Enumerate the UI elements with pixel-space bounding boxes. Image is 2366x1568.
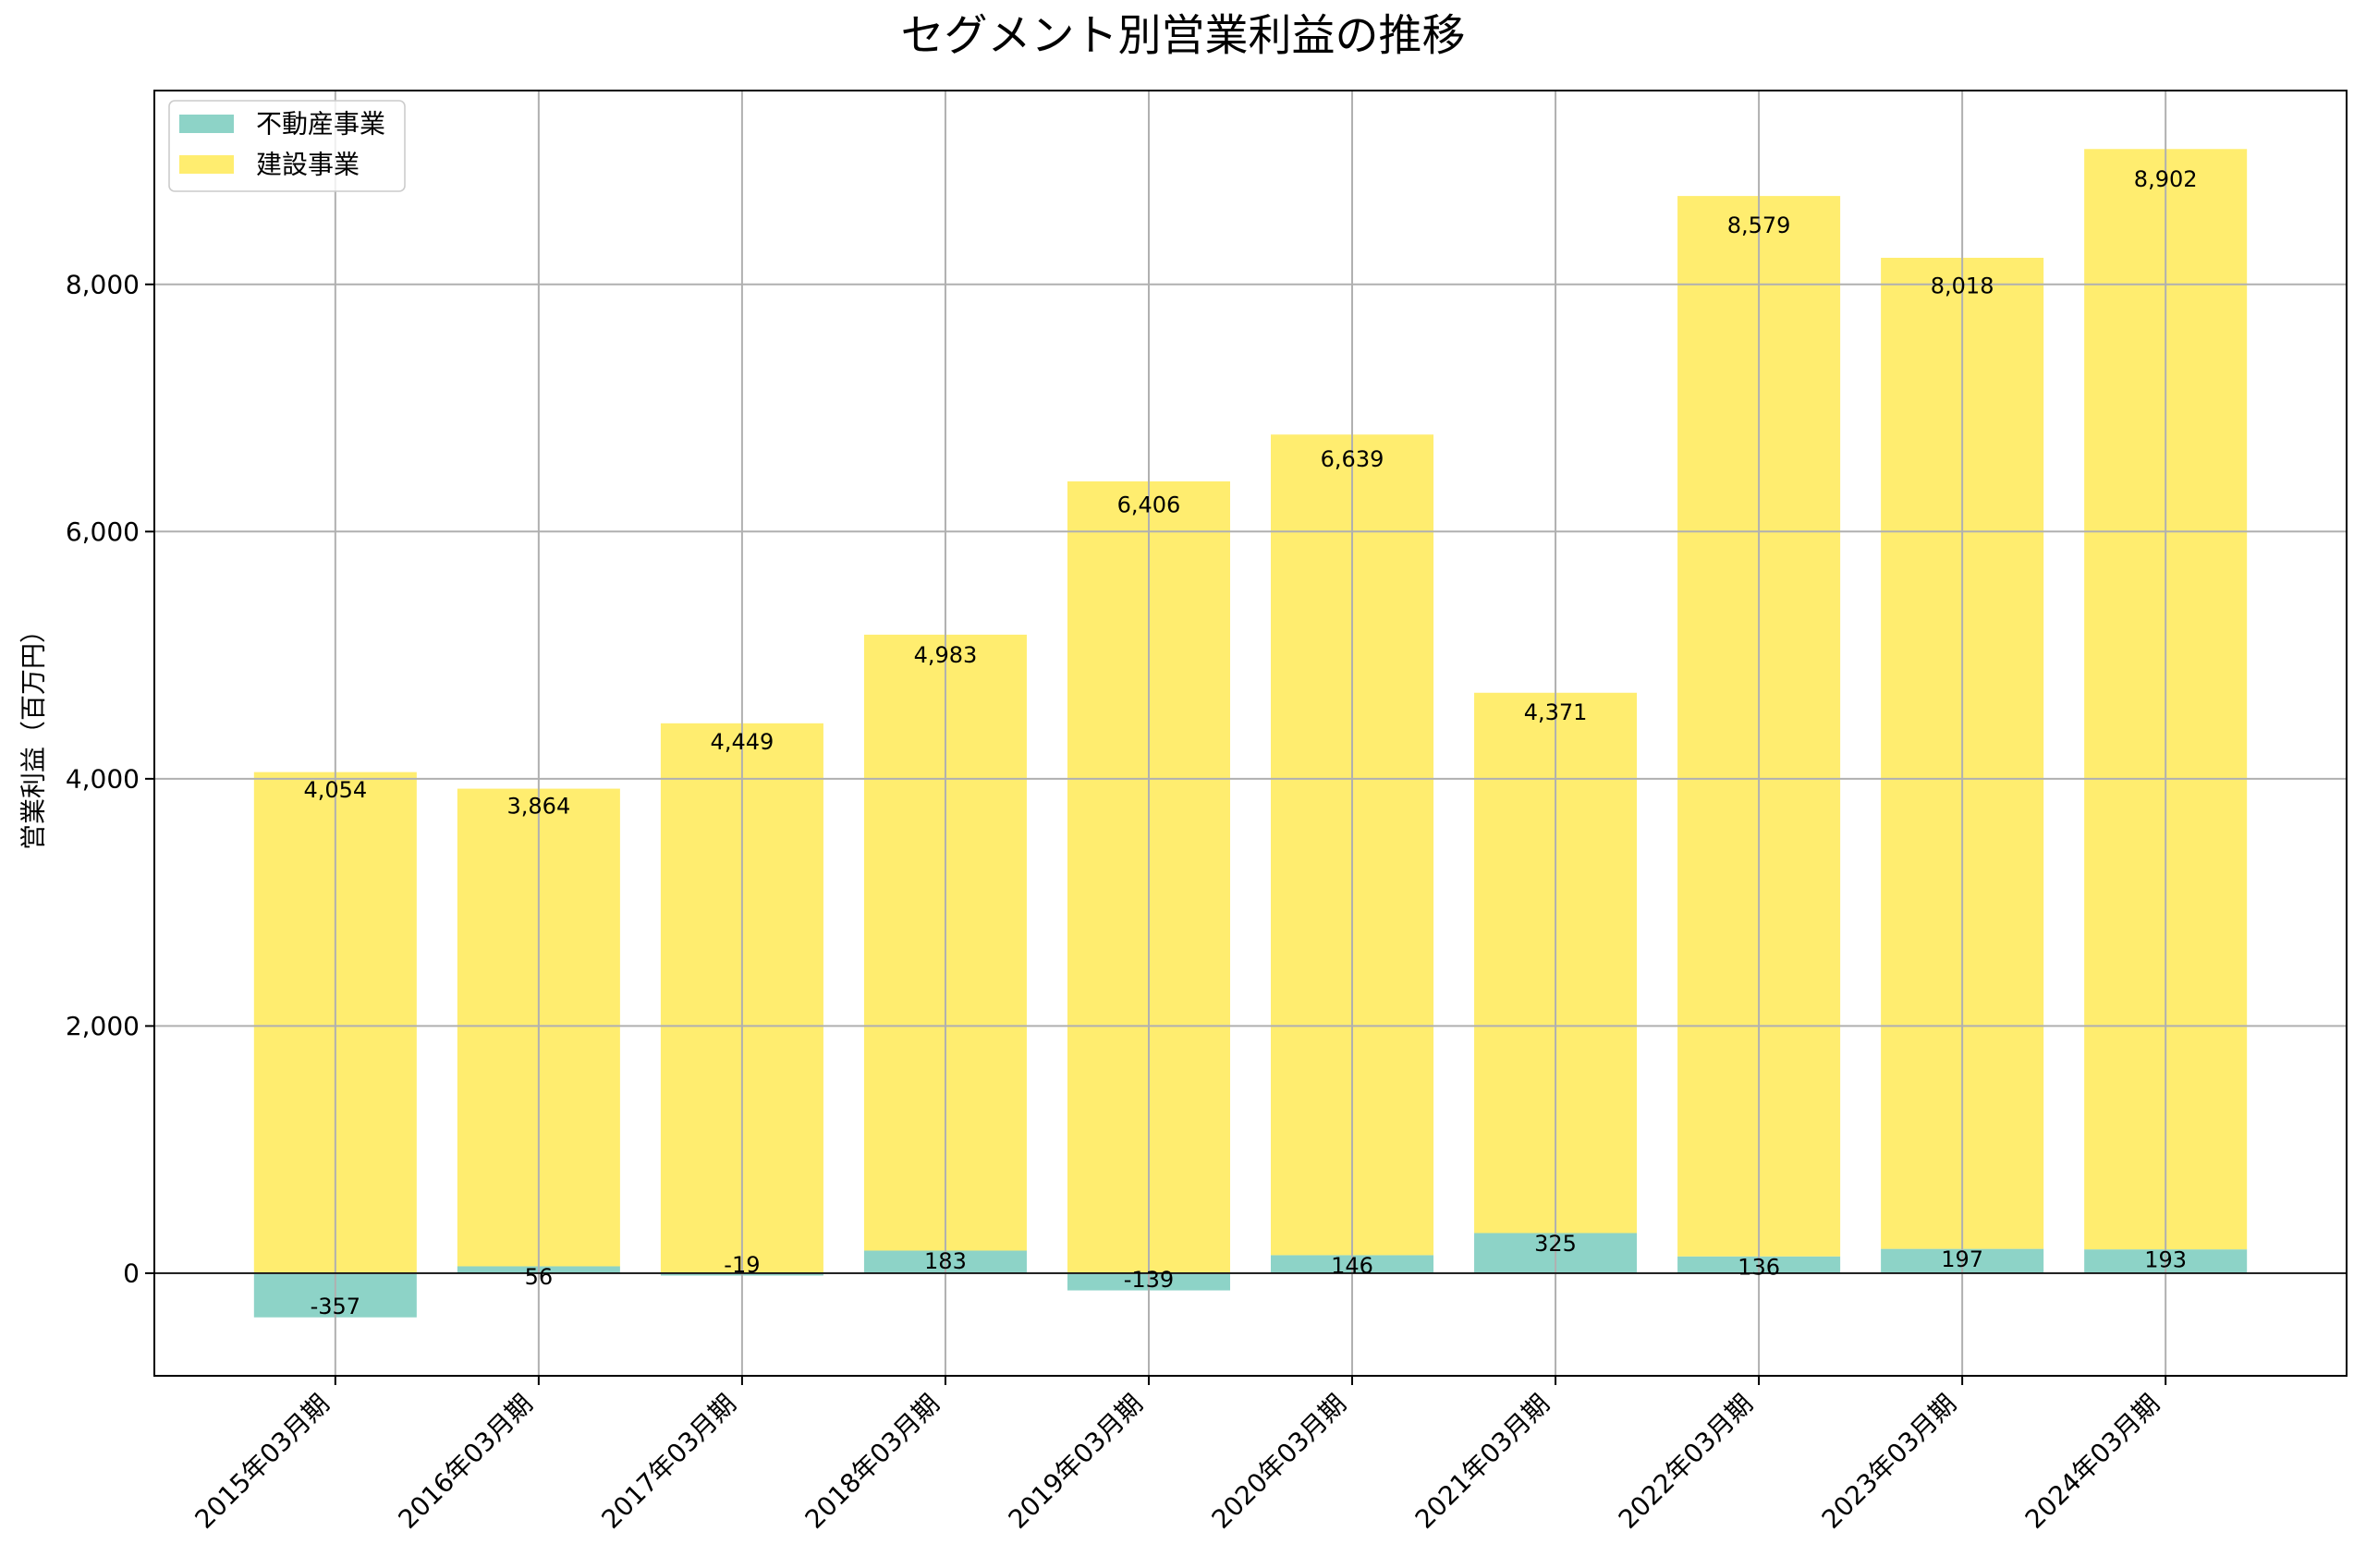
- legend: 不動産事業 建設事業: [168, 100, 406, 192]
- value-labels-layer: 4,054 -357 3,864 56 4,449 -19 4,983 183 6,406 -13…: [303, 166, 2197, 1319]
- construction-value-label-2015: 4,054: [303, 777, 367, 803]
- construction-value-label-2020: 6,639: [1321, 446, 1384, 472]
- real-estate-value-label-2018: 183: [924, 1248, 967, 1274]
- construction-value-label-2021: 4,371: [1524, 699, 1588, 725]
- legend-label-construction: 建設事業: [256, 150, 360, 180]
- construction-value-label-2019: 6,406: [1117, 492, 1181, 518]
- construction-value-label-2022: 8,579: [1727, 213, 1791, 238]
- construction-value-label-2018: 4,983: [914, 642, 978, 668]
- real-estate-value-label-2023: 197: [1941, 1246, 1983, 1272]
- real-estate-value-label-2020: 146: [1331, 1253, 1373, 1279]
- legend-entry-construction: 建設事業: [179, 150, 360, 180]
- y-tick-label-0: 0: [123, 1258, 140, 1288]
- legend-swatch-real-estate: [179, 115, 234, 133]
- real-estate-value-label-2019: -139: [1124, 1267, 1174, 1293]
- y-tick-label-4000: 4,000: [66, 763, 140, 794]
- real-estate-value-label-2017: -19: [724, 1252, 760, 1278]
- legend-swatch-construction: [179, 155, 234, 174]
- real-estate-value-label-2024: 193: [2144, 1247, 2187, 1273]
- construction-value-label-2016: 3,864: [507, 794, 571, 820]
- chart-title: セグメント別営業利益の推移: [901, 11, 1466, 62]
- construction-value-label-2023: 8,018: [1931, 273, 1994, 298]
- y-tick-label-6000: 6,000: [66, 517, 140, 547]
- construction-value-label-2017: 4,449: [711, 729, 774, 755]
- y-axis-label: 営業利益（百万円）: [18, 617, 49, 850]
- legend-entry-real-estate: 不動産事業: [179, 109, 385, 140]
- plot-frame: [153, 90, 2348, 1377]
- construction-value-label-2024: 8,902: [2134, 166, 2198, 192]
- grid-layer: [154, 91, 2347, 1376]
- y-tick-label-8000: 8,000: [66, 269, 140, 299]
- real-estate-value-label-2021: 325: [1534, 1231, 1577, 1257]
- tick-marks-layer: [145, 283, 2167, 1385]
- real-estate-value-label-2022: 136: [1738, 1254, 1780, 1280]
- real-estate-value-label-2016: 56: [525, 1264, 554, 1290]
- real-estate-value-label-2015: -357: [311, 1294, 360, 1319]
- legend-label-real-estate: 不動産事業: [256, 109, 385, 140]
- y-tick-label-2000: 2,000: [66, 1011, 140, 1041]
